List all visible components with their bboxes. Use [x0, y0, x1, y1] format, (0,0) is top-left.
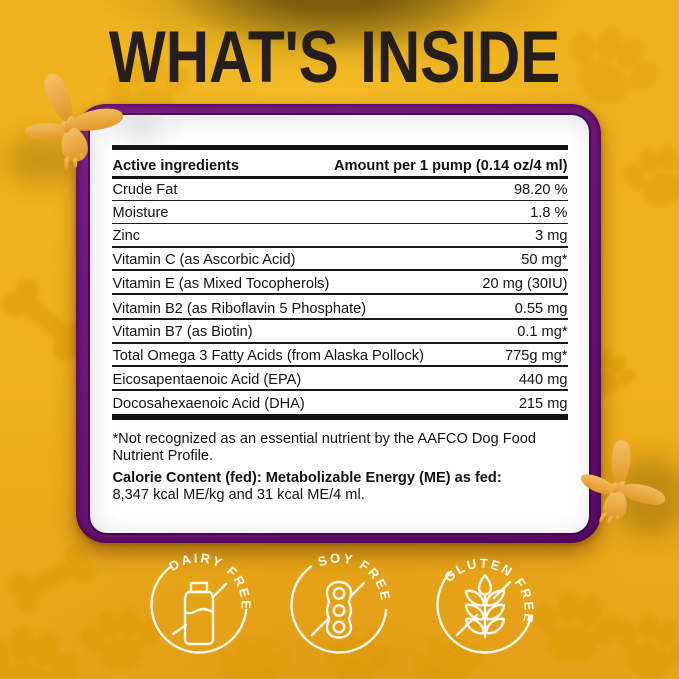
svg-text:GLUTEN FREE: GLUTEN FREE — [441, 556, 537, 626]
svg-text:DAIRY FREE: DAIRY FREE — [166, 550, 253, 611]
